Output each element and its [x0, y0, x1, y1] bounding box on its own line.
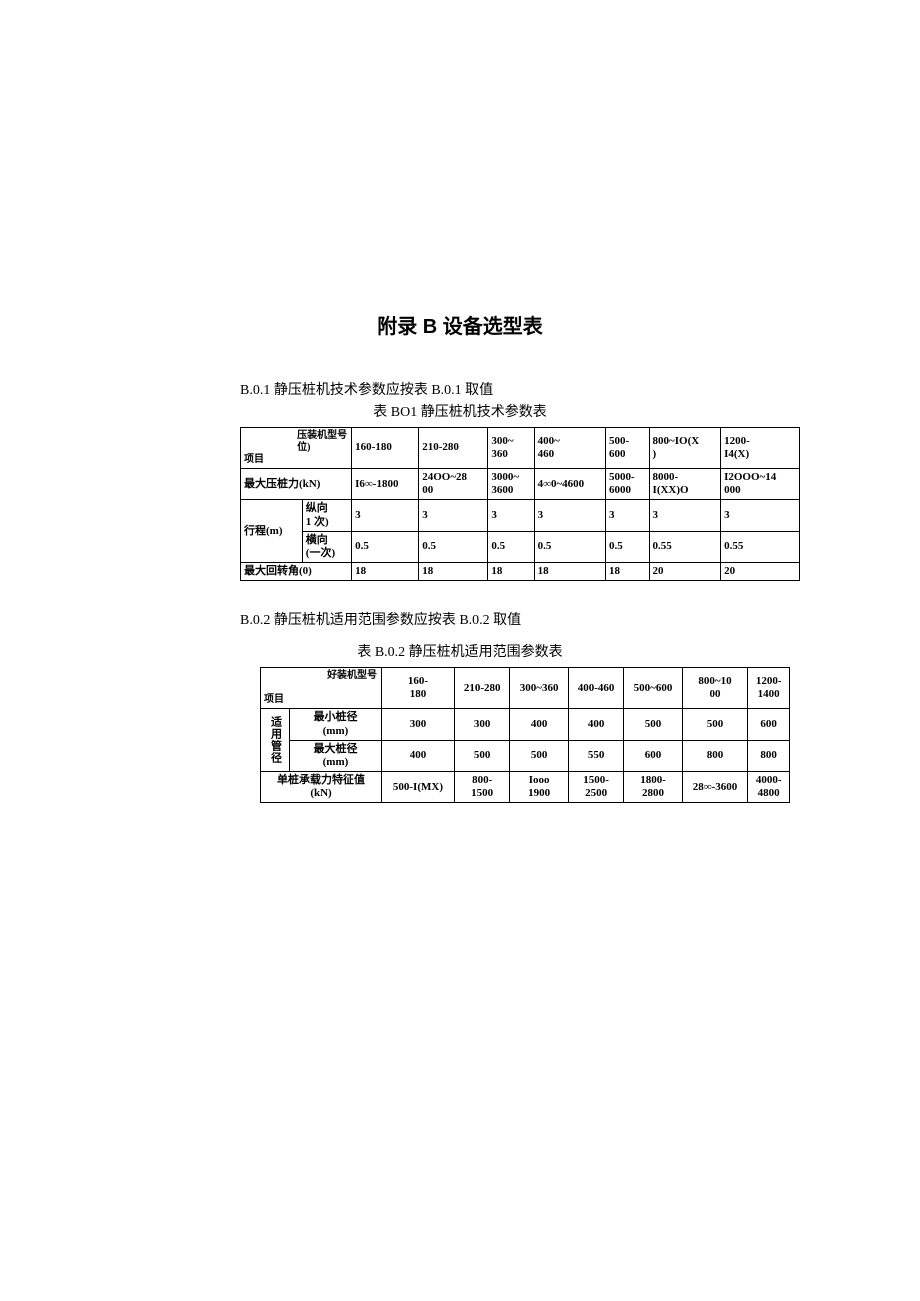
corner-bottom-label: 项目	[244, 454, 264, 466]
table-row: 单桩承载力特征值(kN) 500-I(MX) 800-1500 Iooo1900…	[261, 772, 790, 803]
col-header: 160-180	[352, 428, 419, 469]
cell: 18	[419, 563, 488, 581]
col-header: 500~600	[624, 668, 682, 709]
table-b01: 压装机型号位) 项目 160-180 210-280 300~360 400~4…	[240, 427, 800, 581]
corner-cell: 压装机型号位) 项目	[241, 428, 352, 469]
cell: 3	[721, 500, 800, 531]
cell: 1800-2800	[624, 772, 682, 803]
cell: 18	[352, 563, 419, 581]
cell: 0.5	[606, 531, 650, 562]
corner-top-label: 好装机型号	[327, 670, 377, 682]
table-row: 最大回转角(0) 18 18 18 18 18 20 20	[241, 563, 800, 581]
cell: 18	[488, 563, 534, 581]
col-header: 300~360	[510, 668, 568, 709]
document-page: 附录 B 设备选型表 B.0.1 静压桩机技术参数应按表 B.0.1 取值 表 …	[0, 0, 920, 803]
row-label-stroke: 行程(m)	[241, 500, 303, 563]
row-label-stroke-lat: 横向(一次)	[302, 531, 351, 562]
cell: 0.55	[649, 531, 721, 562]
cell: 5000-6000	[606, 469, 650, 500]
cell: 0.5	[488, 531, 534, 562]
cell: 3	[419, 500, 488, 531]
cell: 24OO~2800	[419, 469, 488, 500]
cell: 600	[624, 740, 682, 771]
cell: 0.5	[419, 531, 488, 562]
col-header: 300~360	[488, 428, 534, 469]
cell: 800-1500	[454, 772, 510, 803]
cell: 400	[510, 709, 568, 740]
col-header: 1200-I4(X)	[721, 428, 800, 469]
cell: 3	[534, 500, 605, 531]
cell: 18	[534, 563, 605, 581]
col-header: 500-600	[606, 428, 650, 469]
cell: 500	[510, 740, 568, 771]
table-row: 好装机型号 项目 160-180 210-280 300~360 400-460…	[261, 668, 790, 709]
table-row: 最大压桩力(kN) I6∞-1800 24OO~2800 3000~3600 4…	[241, 469, 800, 500]
corner-bottom-label: 项目	[264, 694, 284, 706]
col-header: 400~460	[534, 428, 605, 469]
section-b01-intro: B.0.1 静压桩机技术参数应按表 B.0.1 取值	[240, 379, 860, 399]
col-header: 400-460	[568, 668, 624, 709]
cell: I2OOO~14000	[721, 469, 800, 500]
table-row: 横向(一次) 0.5 0.5 0.5 0.5 0.5 0.55 0.55	[241, 531, 800, 562]
row-label-pipe-group: 适用管径	[261, 709, 290, 772]
row-label-stroke-long: 纵向1 次)	[302, 500, 351, 531]
corner-cell: 好装机型号 项目	[261, 668, 382, 709]
table-row: 最大桩径(mm) 400 500 500 550 600 800 800	[261, 740, 790, 771]
cell: I6∞-1800	[352, 469, 419, 500]
row-label-max-dia: 最大桩径(mm)	[289, 740, 381, 771]
row-label-max-force: 最大压桩力(kN)	[241, 469, 352, 500]
cell: 3	[649, 500, 721, 531]
cell: 28∞-3600	[682, 772, 748, 803]
cell: 300	[454, 709, 510, 740]
table-row: 适用管径 最小桩径(mm) 300 300 400 400 500 500 60…	[261, 709, 790, 740]
cell: 400	[382, 740, 455, 771]
col-header: 800~1000	[682, 668, 748, 709]
col-header: 800~IO(X)	[649, 428, 721, 469]
row-label-max-rot: 最大回转角(0)	[241, 563, 352, 581]
col-header: 1200-1400	[748, 668, 790, 709]
cell: 8000-I(XX)O	[649, 469, 721, 500]
cell: 0.5	[352, 531, 419, 562]
appendix-title: 附录 B 设备选型表	[60, 310, 860, 339]
cell: 300	[382, 709, 455, 740]
table-b02-caption: 表 B.0.2 静压桩机适用范围参数表	[60, 641, 860, 661]
cell: 20	[721, 563, 800, 581]
cell: 500	[624, 709, 682, 740]
cell: 4000-4800	[748, 772, 790, 803]
table-b02: 好装机型号 项目 160-180 210-280 300~360 400-460…	[260, 667, 790, 803]
cell: 3	[352, 500, 419, 531]
cell: 20	[649, 563, 721, 581]
section-b02-intro: B.0.2 静压桩机适用范围参数应按表 B.0.2 取值	[240, 609, 860, 629]
cell: 500-I(MX)	[382, 772, 455, 803]
cell: 1500-2500	[568, 772, 624, 803]
table-row: 压装机型号位) 项目 160-180 210-280 300~360 400~4…	[241, 428, 800, 469]
cell: 0.55	[721, 531, 800, 562]
cell: Iooo1900	[510, 772, 568, 803]
col-header: 210-280	[454, 668, 510, 709]
cell: 800	[748, 740, 790, 771]
row-label-min-dia: 最小桩径(mm)	[289, 709, 381, 740]
cell: 400	[568, 709, 624, 740]
cell: 18	[606, 563, 650, 581]
cell: 3000~3600	[488, 469, 534, 500]
row-label-bearing: 单桩承载力特征值(kN)	[261, 772, 382, 803]
cell: 600	[748, 709, 790, 740]
cell: 3	[488, 500, 534, 531]
corner-top-label: 压装机型号位)	[297, 430, 347, 454]
cell: 500	[682, 709, 748, 740]
col-header: 210-280	[419, 428, 488, 469]
cell: 500	[454, 740, 510, 771]
table-b01-caption: 表 BO1 静压桩机技术参数表	[60, 401, 860, 421]
cell: 4∞0~4600	[534, 469, 605, 500]
cell: 550	[568, 740, 624, 771]
cell: 800	[682, 740, 748, 771]
cell: 3	[606, 500, 650, 531]
col-header: 160-180	[382, 668, 455, 709]
cell: 0.5	[534, 531, 605, 562]
table-row: 行程(m) 纵向1 次) 3 3 3 3 3 3 3	[241, 500, 800, 531]
